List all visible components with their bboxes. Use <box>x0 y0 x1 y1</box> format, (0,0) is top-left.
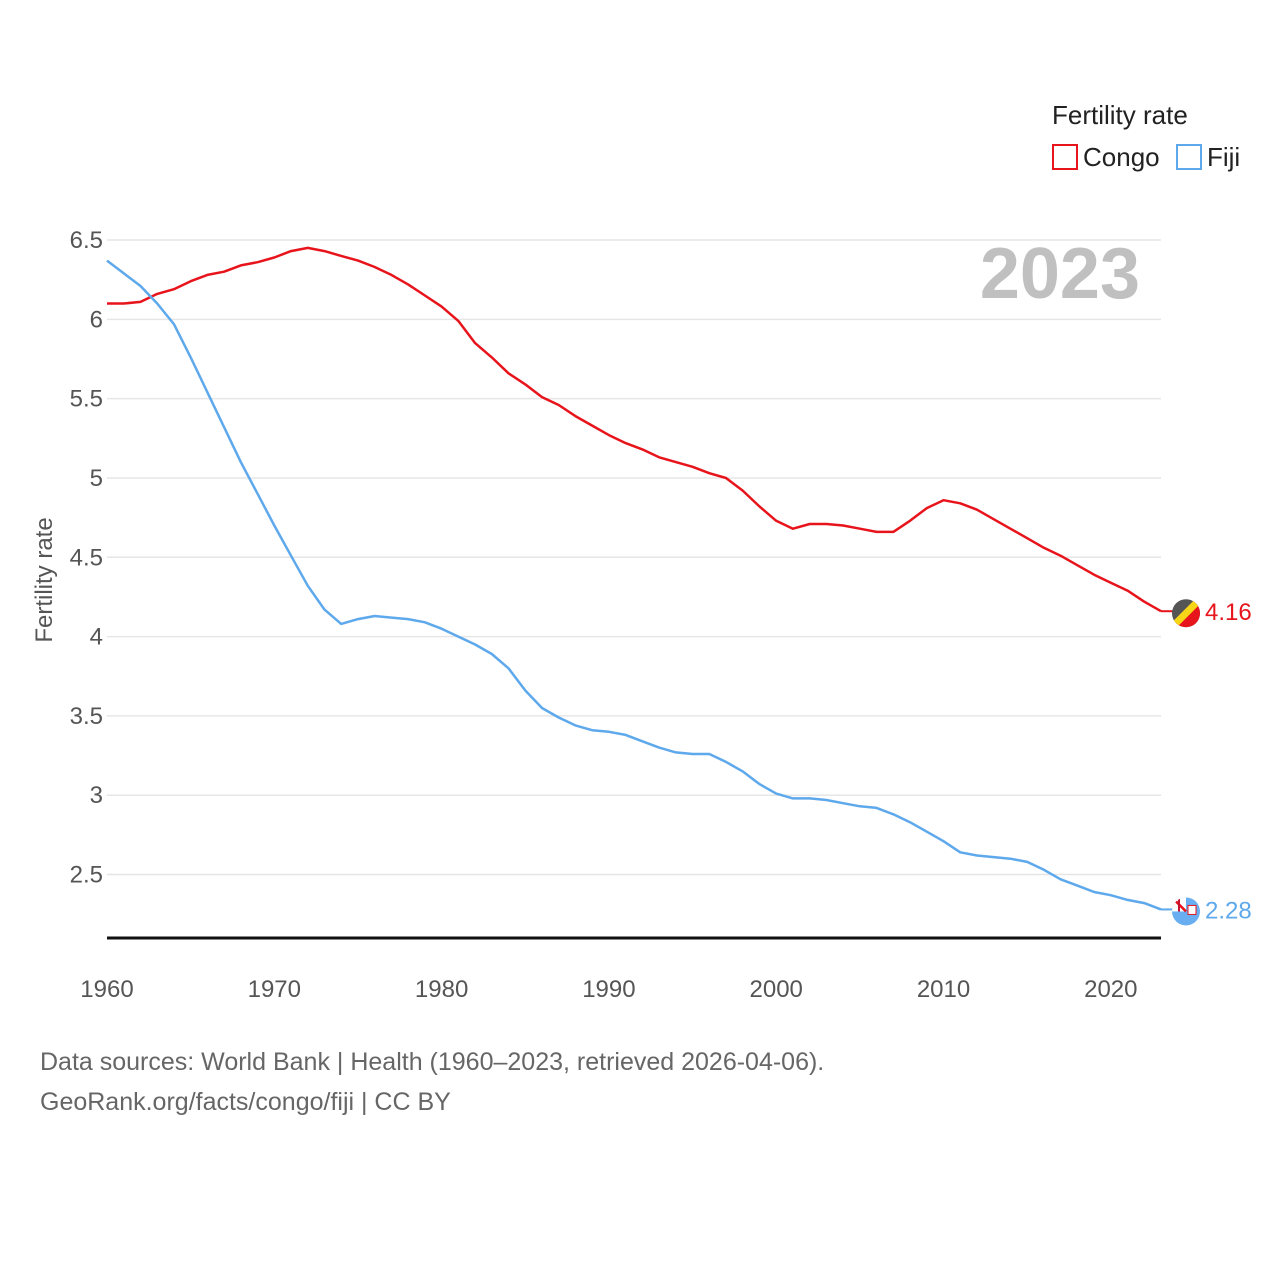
y-tick-label: 6 <box>90 306 103 333</box>
gridlines <box>107 239 1161 876</box>
y-axis-title: Fertility rate <box>31 517 58 642</box>
x-axis-ticks: 1960 1970 1980 1990 2000 2010 2020 <box>80 976 1137 1003</box>
y-tick-label: 2.5 <box>70 862 103 889</box>
x-tick-label: 2000 <box>750 976 803 1003</box>
x-tick-label: 1990 <box>582 976 635 1003</box>
fertility-rate-chart: 2.5 3 3.5 4 4.5 5 5.5 6 6.5 1960 1970 1980 1990 2000… <box>31 100 1252 1003</box>
x-tick-label: 1970 <box>248 976 301 1003</box>
congo-flag-icon <box>1172 599 1200 628</box>
legend-label-fiji: Fiji <box>1207 142 1240 172</box>
source-note: Data sources: World Bank | Health (1960–… <box>40 1042 824 1122</box>
x-tick-label: 2010 <box>917 976 970 1003</box>
series-end-markers: 4.16 2.28 <box>1161 599 1252 926</box>
fiji-flag-icon <box>1172 897 1200 926</box>
legend: Fertility rate Congo Fiji <box>1052 100 1240 172</box>
end-value-fiji: 2.28 <box>1205 897 1252 924</box>
x-tick-label: 2020 <box>1084 976 1137 1003</box>
source-line-2: GeoRank.org/facts/congo/fiji | CC BY <box>40 1088 451 1116</box>
series-lines <box>106 246 1162 911</box>
y-tick-label: 6.5 <box>70 227 103 254</box>
y-tick-label: 5 <box>90 465 103 492</box>
legend-swatch-fiji <box>1176 144 1202 170</box>
y-axis-ticks: 2.5 3 3.5 4 4.5 5 5.5 6 6.5 <box>70 227 103 889</box>
series-line-congo <box>107 246 1162 613</box>
y-tick-label: 3.5 <box>70 703 103 730</box>
y-tick-label: 3 <box>90 782 103 809</box>
y-tick-label: 4 <box>90 624 103 651</box>
x-tick-label: 1980 <box>415 976 468 1003</box>
source-line-1: Data sources: World Bank | Health (1960–… <box>40 1048 825 1076</box>
y-tick-label: 4.5 <box>70 544 103 571</box>
y-tick-label: 5.5 <box>70 386 103 413</box>
x-tick-label: 1960 <box>80 976 133 1003</box>
end-value-congo: 4.16 <box>1205 599 1252 626</box>
legend-swatch-congo <box>1052 144 1078 170</box>
year-label: 2023 <box>980 234 1140 314</box>
series-line-fiji <box>106 259 1162 911</box>
legend-label-congo: Congo <box>1083 142 1160 172</box>
legend-title: Fertility rate <box>1052 100 1188 130</box>
